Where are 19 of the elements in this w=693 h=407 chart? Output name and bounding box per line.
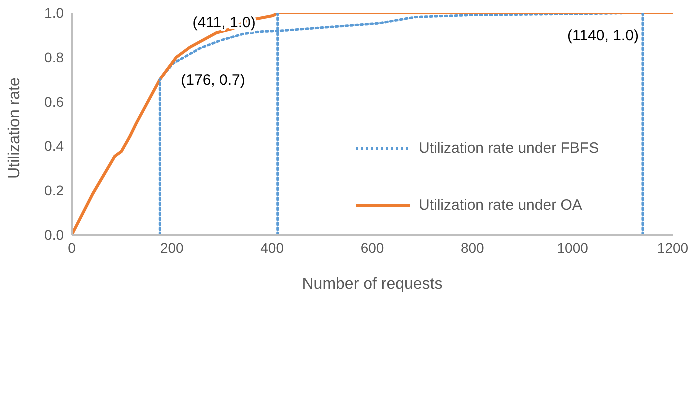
x-tick-label: 200 xyxy=(160,240,184,256)
legend-label: Utilization rate under FBFS xyxy=(419,140,600,157)
x-tick-label: 800 xyxy=(460,240,485,256)
y-tick-label: 0.6 xyxy=(44,94,64,110)
legend-label: Utilization rate under OA xyxy=(419,197,582,214)
annotation: (176, 0.7) xyxy=(181,72,246,89)
y-tick-label: 1.0 xyxy=(44,4,64,21)
annotation: (1140, 1.0) xyxy=(568,27,639,44)
y-tick-label: 0.8 xyxy=(44,49,64,66)
x-tick-label: 1000 xyxy=(557,240,589,256)
y-tick-label: 0.2 xyxy=(44,182,64,199)
y-tick-label: 0.0 xyxy=(44,226,64,243)
x-tick-label: 0 xyxy=(68,240,76,256)
y-tick-label: 0.4 xyxy=(44,138,64,154)
y-axis-title: Utilization rate xyxy=(6,78,24,179)
x-tick-label: 400 xyxy=(260,240,284,256)
x-axis-title: Number of requests xyxy=(302,276,443,293)
x-tick-label: 600 xyxy=(360,240,384,256)
x-tick-label: 1200 xyxy=(657,240,689,256)
